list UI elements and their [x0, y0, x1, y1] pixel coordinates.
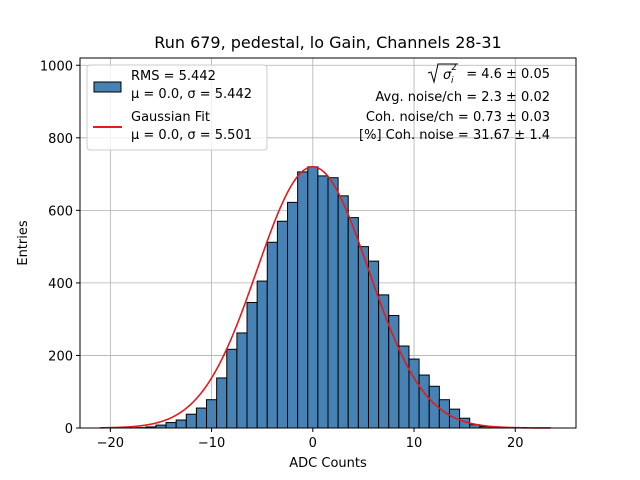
gaussian-fit-line — [100, 166, 551, 429]
x-tick-label: −20 — [97, 436, 124, 451]
histogram-bar — [347, 217, 359, 429]
chart-title: Run 679, pedestal, lo Gain, Channels 28-… — [154, 33, 501, 52]
y-axis-ticks: 0 200 400 600 800 1000 — [40, 59, 80, 437]
histogram-bar — [185, 413, 197, 429]
legend-label-fit: Gaussian Fit — [131, 110, 210, 125]
plot-frame — [79, 57, 577, 429]
legend-swatch-histogram — [93, 81, 122, 93]
sigma-superscript-glyph: 2 — [451, 63, 457, 73]
x-axis-label: ADC Counts — [289, 456, 367, 471]
y-tick-label: 400 — [48, 277, 73, 292]
histogram-bar — [195, 407, 208, 429]
y-tick-label: 800 — [48, 132, 73, 147]
y-tick-label: 600 — [48, 204, 73, 219]
histogram-bar — [287, 201, 299, 429]
legend-label-fit-stats: μ = 0.0, σ = 5.501 — [131, 128, 252, 143]
legend: RMS = 5.442 μ = 0.0, σ = 5.442 Gaussian … — [86, 64, 268, 151]
histogram-bar — [266, 241, 278, 429]
histogram-bar — [388, 315, 400, 429]
histogram-bar — [175, 419, 187, 429]
histogram-bar — [297, 171, 309, 429]
x-tick-label: 20 — [507, 436, 524, 451]
histogram-bar — [246, 301, 258, 429]
y-axis-label: Entries — [16, 220, 31, 266]
sigma-glyph-icon: σ — [443, 68, 452, 83]
x-tick-label: −10 — [198, 436, 225, 451]
x-tick-label: 0 — [309, 436, 317, 451]
histogram-bar — [256, 280, 268, 429]
legend-box — [86, 64, 268, 151]
histogram-bar — [337, 195, 349, 429]
y-tick-label: 1000 — [40, 59, 73, 74]
histogram-bar — [276, 220, 289, 429]
histogram-bar — [236, 332, 248, 429]
legend-label-histogram-stats: μ = 0.0, σ = 5.442 — [131, 87, 252, 102]
histogram-bar — [226, 348, 238, 429]
histogram-bar — [378, 294, 390, 429]
x-axis-ticks: −20 −10 0 10 20 — [97, 428, 524, 451]
histogram-bar — [357, 246, 369, 429]
annotation-coh-noise-percent: [%] Coh. noise = 31.67 ± 1.4 — [359, 128, 550, 143]
histogram-bar — [206, 399, 218, 429]
x-tick-label: 10 — [406, 436, 423, 451]
annotation-sigma-value: = 4.6 ± 0.05 — [466, 67, 550, 82]
histogram-bar — [418, 374, 430, 429]
legend-label-histogram: RMS = 5.442 — [131, 69, 216, 84]
histogram-bar — [165, 422, 177, 429]
histogram-bar — [327, 177, 339, 429]
annotation-coh-noise: Coh. noise/ch = 0.73 ± 0.03 — [366, 110, 550, 125]
sigma-symbol: σ 2 i — [427, 63, 458, 86]
histogram-bar — [216, 377, 228, 429]
histogram-bar — [307, 166, 319, 429]
sqrt-symbol-icon — [427, 63, 458, 84]
y-tick-label: 200 — [48, 349, 73, 364]
noise-annotations: σ 2 i = 4.6 ± 0.05 Avg. noise/ch = 2.3 ±… — [359, 63, 550, 143]
y-tick-label: 0 — [65, 422, 73, 437]
histogram-bar — [408, 358, 420, 429]
annotation-avg-noise: Avg. noise/ch = 2.3 ± 0.02 — [375, 90, 550, 105]
histogram-bar — [317, 175, 329, 429]
sigma-subscript-glyph: i — [451, 76, 454, 86]
